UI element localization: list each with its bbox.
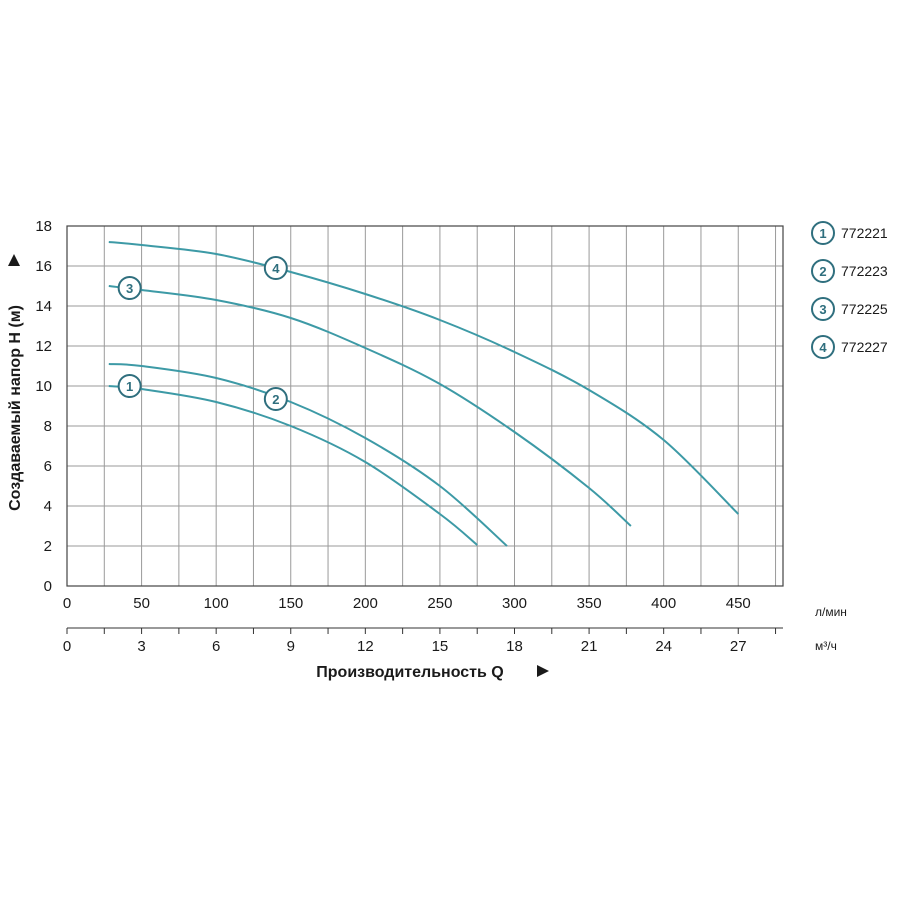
- legend-item-2: 2 772223: [811, 259, 888, 283]
- legend-marker-number: 4: [819, 340, 827, 355]
- legend-label: 772227: [841, 339, 888, 355]
- y-tick-label: 14: [35, 298, 52, 315]
- y-tick-label: 10: [35, 378, 52, 395]
- legend-marker-circle: [811, 335, 835, 359]
- legend-marker-circle: [811, 221, 835, 245]
- y-tick-label: 8: [44, 418, 52, 435]
- legend-label: 772223: [841, 263, 888, 279]
- x-tick-label: 0: [63, 595, 71, 612]
- series-marker-2: 2: [263, 387, 288, 411]
- x-axis-title: Производительность Q: [316, 664, 503, 681]
- series-marker-circle: [117, 276, 142, 300]
- x-tick-labels: 0 50 100 150 200 250 300 350 400 450: [63, 595, 751, 612]
- series-marker-number: 3: [126, 281, 133, 296]
- x2-tick-label: 3: [137, 638, 145, 655]
- y-tick-labels: 0 2 4 6 8 10 12 14 16 18: [35, 218, 52, 595]
- y-tick-label: 4: [44, 498, 52, 515]
- series-marker-circle: [263, 256, 288, 280]
- x-axis-title-group: Производительность Q: [316, 664, 549, 681]
- series-lines: 1 2 3 4: [108, 241, 740, 547]
- x2-tick-label: 15: [432, 638, 449, 655]
- plot-frame: [66, 225, 784, 587]
- y-axis-title-group: Создаваемый напор Н (м): [7, 305, 24, 511]
- x2-tick-label: 27: [730, 638, 747, 655]
- x-tick-label: 450: [726, 595, 751, 612]
- x2-tick-label: 12: [357, 638, 374, 655]
- x-tick-label: 50: [133, 595, 150, 612]
- series-marker-circle: [263, 387, 288, 411]
- secondary-x-axis: 0 3 6 9 12 15 18 21 24 27: [63, 627, 783, 655]
- series-line-2: [108, 363, 508, 547]
- series-marker-number: 1: [126, 379, 133, 394]
- x-tick-label: 400: [651, 595, 676, 612]
- y-axis-arrow-icon: [8, 254, 20, 266]
- legend-item-3: 3 772225: [811, 297, 888, 321]
- x2-tick-label: 18: [506, 638, 523, 655]
- x2-tick-label: 9: [287, 638, 295, 655]
- y-tick-label: 18: [35, 218, 52, 235]
- x2-tick-label: 6: [212, 638, 220, 655]
- x-tick-label: 100: [204, 595, 229, 612]
- legend-label: 772225: [841, 301, 888, 317]
- legend-label: 772221: [841, 225, 888, 241]
- series-marker-number: 4: [272, 261, 280, 276]
- y-tick-label: 0: [44, 578, 52, 595]
- legend: 1 772221 2 772223 3 772225 4 772227: [811, 221, 888, 359]
- series-line-3: [108, 285, 632, 527]
- x-tick-label: 250: [427, 595, 452, 612]
- x2-tick-label: 0: [63, 638, 71, 655]
- series-marker-circle: [117, 374, 142, 398]
- y-tick-label: 2: [44, 538, 52, 555]
- y-tick-label: 6: [44, 458, 52, 475]
- x2-unit-label: м³/ч: [815, 639, 837, 653]
- series-marker-4: 4: [263, 256, 288, 280]
- x-tick-label: 200: [353, 595, 378, 612]
- x2-tick-label: 21: [581, 638, 598, 655]
- x-tick-label: 300: [502, 595, 527, 612]
- x-axis-arrow-icon: [537, 665, 549, 677]
- series-marker-3: 3: [117, 276, 142, 300]
- legend-item-4: 4 772227: [811, 335, 888, 359]
- legend-marker-number: 2: [819, 264, 826, 279]
- series-line-4: [108, 241, 740, 515]
- x-tick-label: 350: [577, 595, 602, 612]
- legend-marker-number: 3: [819, 302, 826, 317]
- y-axis-title: Создаваемый напор Н (м): [7, 305, 24, 511]
- legend-marker-circle: [811, 297, 835, 321]
- chart-grid: [66, 225, 784, 587]
- x2-tick-label: 24: [655, 638, 672, 655]
- series-line-1: [108, 385, 478, 546]
- x-tick-label: 150: [278, 595, 303, 612]
- legend-item-1: 1 772221: [811, 221, 888, 245]
- legend-marker-number: 1: [819, 226, 826, 241]
- series-marker-1: 1: [117, 374, 142, 398]
- legend-marker-circle: [811, 259, 835, 283]
- x-unit-label: л/мин: [815, 605, 847, 619]
- y-tick-label: 16: [35, 258, 52, 275]
- series-marker-number: 2: [272, 392, 279, 407]
- y-tick-label: 12: [35, 338, 52, 355]
